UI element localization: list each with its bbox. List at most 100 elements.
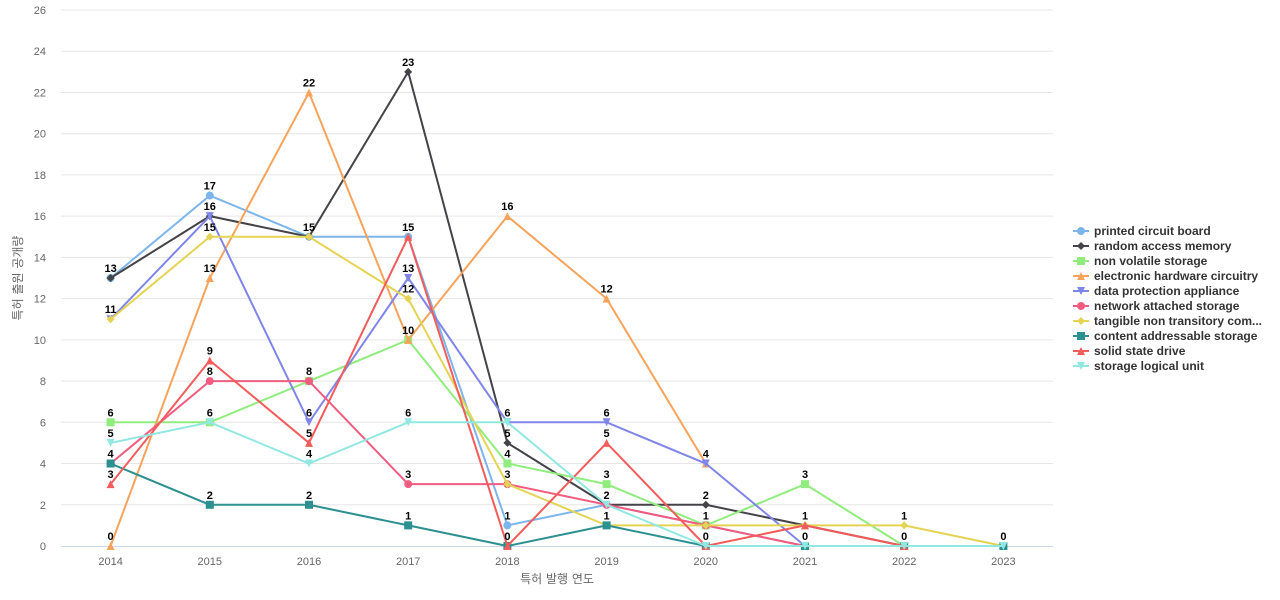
legend-item[interactable]: electronic hardware circuitry (1073, 269, 1258, 283)
y-tick-label: 14 (34, 252, 46, 264)
x-axis-title: 특허 발행 연도 (520, 571, 594, 586)
data-label: 2 (703, 490, 709, 502)
data-point (404, 418, 413, 427)
data-point (701, 500, 710, 509)
data-label: 6 (604, 407, 610, 419)
data-label: 3 (405, 469, 411, 481)
data-point (404, 274, 413, 282)
data-point (602, 438, 611, 447)
data-point (305, 232, 313, 241)
x-tick-label: 2019 (594, 556, 618, 568)
data-point (404, 335, 413, 344)
data-point (701, 459, 710, 468)
y-tick-label: 8 (40, 376, 46, 388)
legend-marker (1077, 362, 1085, 370)
legend-label: data protection appliance (1094, 284, 1240, 298)
data-point (305, 438, 313, 447)
data-point (305, 418, 313, 427)
y-tick-label: 6 (40, 417, 46, 429)
legend-marker (1077, 317, 1085, 325)
data-label: 16 (204, 201, 216, 213)
legend-item[interactable]: solid state drive (1073, 344, 1186, 358)
data-point (205, 500, 214, 509)
legend-item[interactable]: data protection appliance (1073, 284, 1240, 298)
data-label: 5 (604, 428, 610, 440)
y-tick-label: 22 (34, 87, 46, 99)
legend-label: non volatile storage (1094, 254, 1208, 268)
data-label: 12 (600, 284, 612, 296)
x-tick-label: 2020 (694, 556, 718, 568)
data-label: 4 (703, 449, 710, 461)
y-tick-label: 24 (34, 46, 46, 58)
legend-item[interactable]: storage logical unit (1073, 359, 1204, 373)
legend-item[interactable]: non volatile storage (1073, 254, 1208, 268)
y-tick-label: 10 (34, 335, 46, 347)
x-axis-ticks: 2014 2015 2016 2017 2018 2019 2020 2021 2022 2023 (98, 556, 1015, 568)
data-label: 4 (504, 449, 511, 461)
data-label: 1 (504, 510, 510, 522)
data-label: 16 (501, 201, 513, 213)
legend-item[interactable]: random access memory (1073, 239, 1232, 253)
data-point (106, 274, 115, 282)
data-label: 13 (204, 263, 216, 275)
series-line (109, 380, 806, 547)
data-point (106, 418, 115, 427)
legend-label: tangible non transitory com... (1094, 314, 1262, 328)
x-tick-label: 2016 (297, 556, 321, 568)
data-label: 6 (405, 407, 411, 419)
legend-item[interactable]: tangible non transitory com... (1073, 314, 1262, 328)
data-point (106, 438, 115, 447)
data-point (503, 521, 512, 530)
data-point (602, 521, 611, 530)
data-label: 5 (504, 428, 510, 440)
data-point (305, 500, 313, 509)
data-label: 4 (306, 449, 313, 461)
y-tick-label: 12 (34, 294, 46, 306)
legend-marker (1077, 287, 1085, 295)
data-label: 11 (105, 304, 117, 316)
data-labels: 1311654301716151398622215865422315131210… (104, 57, 1006, 543)
data-point (404, 67, 413, 76)
data-point (106, 480, 115, 489)
data-point (404, 294, 413, 303)
data-label: 6 (207, 407, 213, 419)
data-label: 0 (901, 531, 907, 543)
data-label: 23 (402, 57, 414, 69)
series-9 (106, 418, 1008, 550)
data-point (404, 480, 413, 489)
data-label: 22 (303, 77, 315, 89)
data-label: 2 (604, 490, 610, 502)
data-point (106, 459, 115, 468)
data-point (801, 480, 809, 489)
legend-item[interactable]: printed circuit board (1073, 224, 1211, 238)
data-label: 9 (207, 345, 213, 357)
data-label: 17 (204, 181, 216, 193)
data-point (602, 480, 611, 489)
data-point (602, 418, 611, 427)
data-point (205, 377, 214, 386)
legend-marker (1077, 242, 1085, 250)
legend-marker (1077, 227, 1085, 235)
legend-item[interactable]: content addressable storage (1073, 329, 1258, 343)
data-label: 4 (108, 449, 115, 461)
data-point (205, 274, 214, 282)
data-label: 1 (604, 510, 610, 522)
legend-label: storage logical unit (1094, 359, 1204, 373)
x-tick-label: 2023 (991, 556, 1015, 568)
data-label: 3 (504, 469, 510, 481)
y-tick-label: 2 (40, 500, 46, 512)
data-label: 15 (303, 222, 315, 234)
data-label: 15 (204, 222, 216, 234)
series-line (109, 215, 806, 547)
x-tick-label: 2022 (892, 556, 916, 568)
x-tick-label: 2014 (98, 556, 122, 568)
legend-marker (1077, 332, 1085, 340)
data-label: 0 (504, 531, 510, 543)
data-point (503, 459, 512, 468)
data-label: 8 (207, 366, 213, 378)
data-label: 0 (1000, 531, 1006, 543)
legend-item[interactable]: network attached storage (1073, 299, 1240, 313)
